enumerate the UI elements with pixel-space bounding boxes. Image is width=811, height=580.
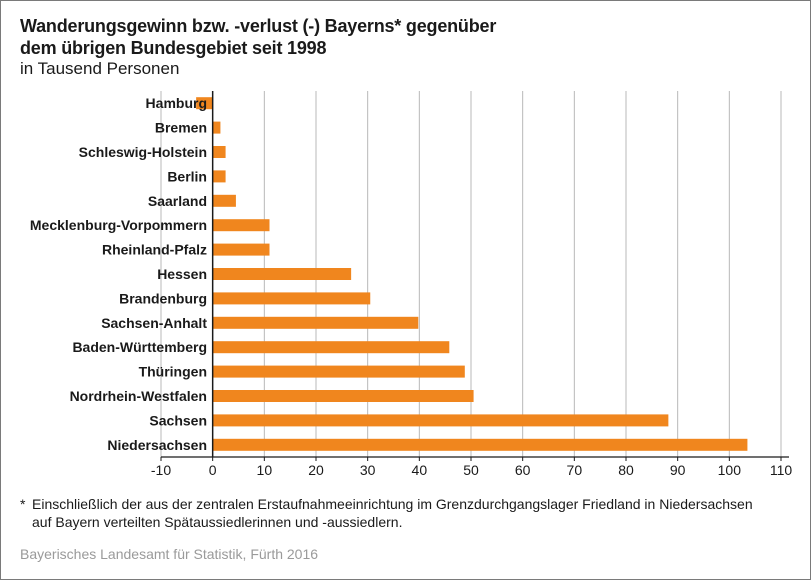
bar-9 [212, 316, 419, 329]
footnote-line-1: Einschließlich der aus der zentralen Ers… [32, 496, 753, 512]
category-label-3: Berlin [167, 168, 207, 184]
x-tick-label-9: 80 [618, 462, 634, 478]
bar-12 [212, 390, 474, 402]
bar-8 [212, 292, 371, 305]
x-tick-label-8: 70 [567, 462, 583, 478]
x-tick-label-2: 10 [257, 462, 273, 478]
category-label-6: Rheinland-Pfalz [102, 242, 207, 258]
category-label-11: Thüringen [139, 364, 207, 380]
category-label-0: Hamburg [146, 95, 207, 111]
x-tick-label-3: 20 [308, 462, 324, 478]
x-tick-label-5: 40 [412, 462, 428, 478]
chart-title-line-2: dem übrigen Bundesgebiet seit 1998 [20, 38, 327, 58]
category-label-10: Baden-Württemberg [72, 339, 207, 355]
x-tick-label-6: 50 [463, 462, 479, 478]
bar-14 [212, 438, 748, 451]
category-label-13: Sachsen [149, 412, 207, 428]
bar-7 [212, 268, 352, 280]
bar-10 [212, 341, 450, 354]
category-label-1: Bremen [155, 120, 207, 136]
chart-title-line-1: Wanderungsgewinn bzw. -verlust (-) Bayer… [20, 16, 497, 36]
footnote: * Einschließlich der aus der zentralen E… [20, 495, 800, 531]
category-label-9: Sachsen-Anhalt [101, 315, 207, 331]
source-note: Bayerisches Landesamt für Statistik, Für… [20, 546, 319, 562]
chart-title: Wanderungsgewinn bzw. -verlust (-) Bayer… [20, 15, 496, 59]
x-tick-label-0: -10 [151, 462, 171, 478]
x-tick-label-10: 90 [670, 462, 686, 478]
category-label-8: Brandenburg [119, 290, 207, 306]
x-tick-label-4: 30 [360, 462, 376, 478]
chart-subtitle: in Tausend Personen [20, 59, 180, 78]
category-label-5: Mecklenburg-Vorpommern [30, 217, 207, 233]
bar-3 [212, 170, 226, 183]
category-label-7: Hessen [157, 266, 207, 282]
bar-4 [212, 194, 236, 207]
category-label-4: Saarland [148, 193, 207, 209]
x-tick-label-12: 110 [770, 462, 793, 478]
x-tick-label-7: 60 [515, 462, 531, 478]
bar-5 [212, 219, 270, 232]
bar-chart: Hamburg Bremen Schleswig-Holstein Berlin Saa… [30, 91, 793, 478]
bar-11 [212, 365, 465, 378]
category-label-12: Nordrhein-Westfalen [70, 388, 207, 404]
footnote-marker: * [20, 496, 26, 512]
x-tick-label-11: 100 [718, 462, 742, 478]
bar-6 [212, 243, 270, 256]
bar-13 [212, 414, 669, 427]
x-tick-label-1: 0 [209, 462, 217, 478]
category-label-14: Niedersachsen [107, 437, 207, 453]
bar-0 [196, 97, 213, 110]
footnote-line-2: auf Bayern verteilten Spätaussiedlerinne… [32, 514, 403, 530]
bar-2 [212, 146, 226, 158]
category-label-2: Schleswig-Holstein [79, 144, 207, 160]
bar-1 [212, 121, 221, 134]
